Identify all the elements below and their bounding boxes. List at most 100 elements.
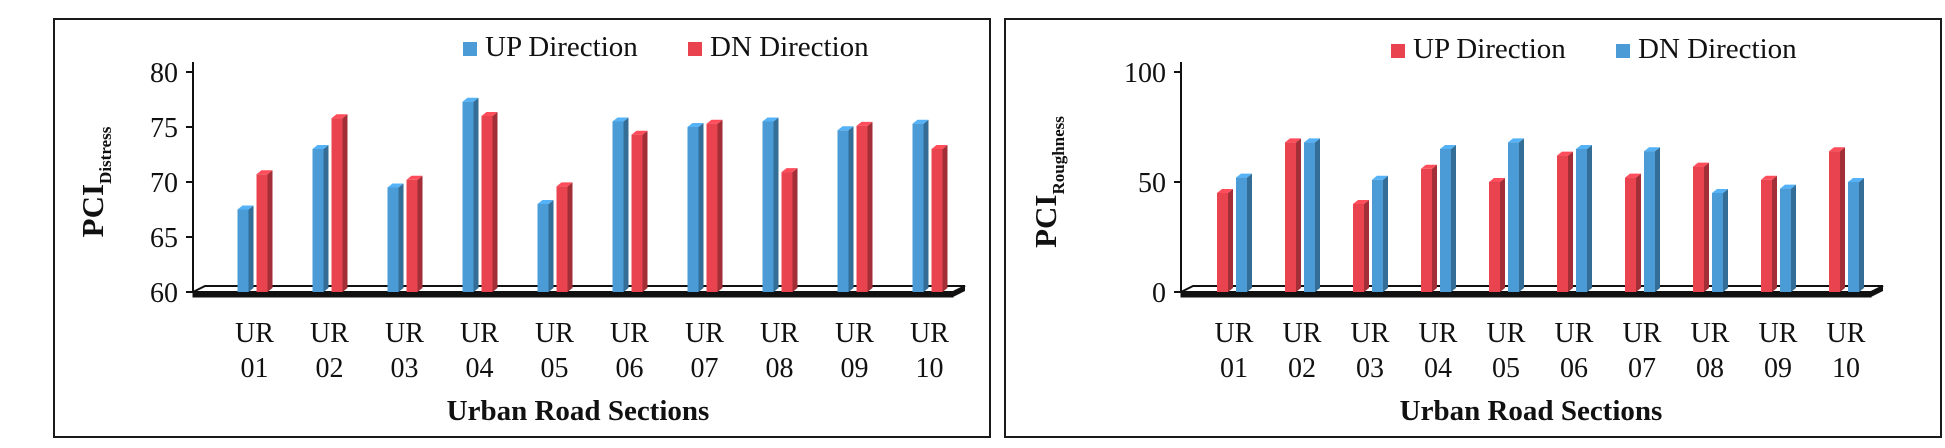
bar-up-direction xyxy=(312,149,324,292)
x-category-label: 10 xyxy=(916,353,944,384)
bar-dn-direction xyxy=(706,123,718,292)
chart-distress: 60 65 70 75 80 UR 01 UR 02 UR 03 UR 04 UR 05 UR 06 UR 07 UR… xyxy=(75,31,966,427)
bar-top xyxy=(856,121,873,126)
bar-dn-direction xyxy=(406,179,418,292)
bar-top xyxy=(931,145,948,149)
chart-floor-side xyxy=(1871,286,1883,297)
bar-side xyxy=(323,145,329,292)
bar-side xyxy=(1840,147,1845,292)
bar-side xyxy=(942,145,948,292)
x-category-label: 06 xyxy=(1560,353,1588,384)
bar-top xyxy=(237,205,254,210)
bar-side xyxy=(267,170,273,292)
bar-top xyxy=(1372,175,1388,180)
bar-side xyxy=(1772,175,1777,292)
bar-top xyxy=(1353,200,1369,204)
bar-side xyxy=(698,123,704,292)
bar-up-direction xyxy=(1625,177,1636,292)
bar-side xyxy=(923,119,929,292)
legend-label: DN Direction xyxy=(1638,33,1797,65)
bar-side xyxy=(1500,178,1505,292)
bar-side xyxy=(1247,173,1252,292)
bar-top xyxy=(781,168,798,173)
bar-dn-direction xyxy=(1236,177,1247,292)
bar-up-direction xyxy=(762,121,774,292)
bar-top xyxy=(1421,164,1437,169)
x-category-label: 02 xyxy=(316,353,344,384)
bar-side xyxy=(548,200,554,292)
x-category-label: UR xyxy=(385,318,424,349)
x-category-label: UR xyxy=(835,318,874,349)
x-category-label: 07 xyxy=(1628,353,1656,384)
y-axis-title-main: PCI xyxy=(1028,195,1063,248)
y-tick-label: 100 xyxy=(1124,58,1166,89)
chart-roughness: 0 50 100 UR 01 UR 02 UR 03 UR 04 UR 05 UR 06 UR 07 UR 08 UR… xyxy=(1028,33,1884,427)
bar-dn-direction xyxy=(1712,193,1723,292)
x-category-label: 05 xyxy=(541,353,569,384)
bar-top xyxy=(1576,145,1592,149)
bar-dn-direction xyxy=(256,174,268,292)
bar-side xyxy=(1859,178,1864,292)
bar-side xyxy=(1791,184,1796,292)
legend-swatch xyxy=(1616,44,1630,58)
bar-side xyxy=(1636,173,1641,292)
bar-dn-direction xyxy=(856,125,868,293)
x-category-label: 01 xyxy=(241,353,269,384)
y-axis-title-subscript: Distress xyxy=(96,126,115,184)
bar-top xyxy=(1285,138,1301,143)
bar-top xyxy=(1217,189,1233,193)
y-tick-label: 0 xyxy=(1152,278,1166,309)
bar-up-direction xyxy=(837,130,849,292)
x-category-label: UR xyxy=(760,318,799,349)
x-category-label: UR xyxy=(1555,318,1594,349)
chart-floor-edge xyxy=(192,291,954,298)
bar-side xyxy=(1704,162,1709,292)
y-tick-label: 65 xyxy=(150,223,178,254)
x-category-label: 09 xyxy=(1764,353,1792,384)
bar-side xyxy=(1723,189,1728,292)
x-category-label: UR xyxy=(1351,318,1390,349)
bar-top xyxy=(1489,178,1505,182)
x-axis-title: Urban Road Sections xyxy=(1400,395,1663,427)
bar-top xyxy=(687,123,704,127)
bar-top xyxy=(1780,184,1796,189)
bar-top xyxy=(706,119,723,124)
bar-side xyxy=(248,205,254,292)
x-category-label: UR xyxy=(1487,318,1526,349)
legend-label: UP Direction xyxy=(1413,33,1566,65)
bar-dn-direction xyxy=(1304,142,1315,292)
bar-side xyxy=(1364,200,1369,292)
bar-top xyxy=(537,200,554,204)
chart-floor-side xyxy=(953,286,965,297)
x-category-label: 02 xyxy=(1288,353,1316,384)
bar-up-direction xyxy=(1421,168,1432,292)
legend-swatch xyxy=(463,42,477,56)
x-category-label: 08 xyxy=(1696,353,1724,384)
bar-dn-direction xyxy=(331,118,343,292)
x-category-label: UR xyxy=(310,318,349,349)
bar-top xyxy=(481,112,498,116)
bar-up-direction xyxy=(537,204,549,292)
x-category-label: 01 xyxy=(1220,353,1248,384)
bar-dn-direction xyxy=(481,116,493,292)
x-category-label: UR xyxy=(1283,318,1322,349)
bar-top xyxy=(387,183,404,188)
bar-up-direction xyxy=(1217,193,1228,292)
bar-up-direction xyxy=(612,121,624,292)
bar-side xyxy=(623,117,629,292)
bar-side xyxy=(398,183,404,292)
x-category-label: UR xyxy=(235,318,274,349)
bar-top xyxy=(1712,189,1728,193)
y-axis-title-subscript: Roughness xyxy=(1049,116,1068,195)
bar-dn-direction xyxy=(1644,151,1655,292)
x-category-label: UR xyxy=(1215,318,1254,349)
bar-side xyxy=(1296,138,1301,292)
y-axis-title-main: PCI xyxy=(75,184,110,237)
bar-side xyxy=(492,112,498,292)
bar-top xyxy=(1829,147,1845,152)
bar-top xyxy=(1508,138,1524,143)
x-category-label: UR xyxy=(1691,318,1730,349)
x-category-label: UR xyxy=(460,318,499,349)
bar-side xyxy=(773,117,779,292)
bar-up-direction xyxy=(1285,142,1296,292)
